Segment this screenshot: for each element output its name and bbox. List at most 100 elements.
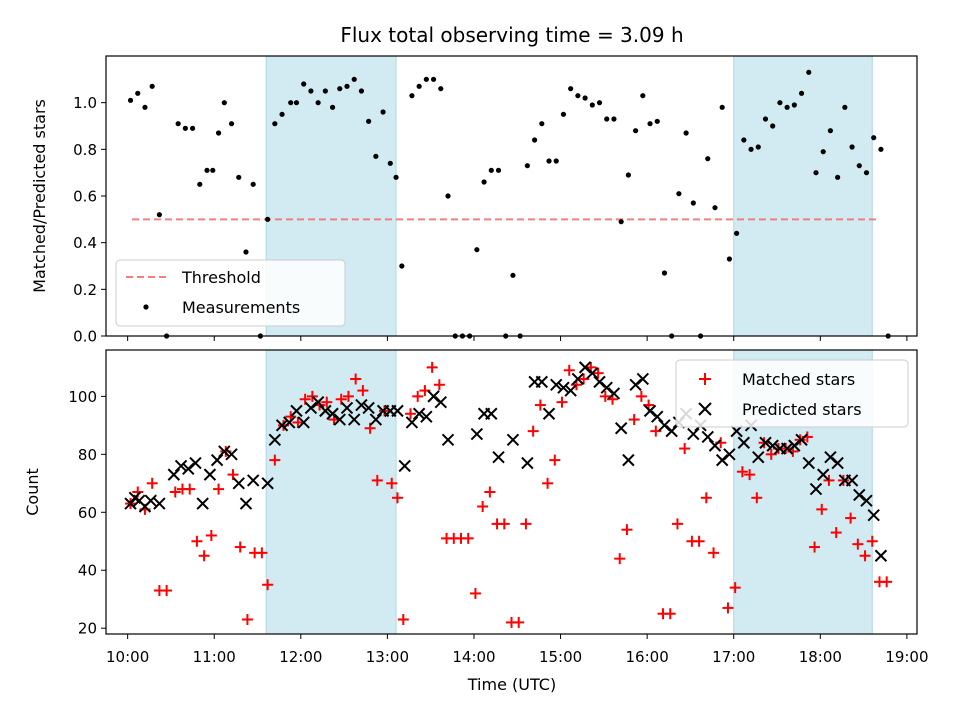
legend-predicted-swatch bbox=[698, 402, 712, 416]
matched-stars-point bbox=[556, 396, 568, 408]
predicted-stars-point bbox=[809, 482, 823, 496]
measurement-point bbox=[387, 160, 393, 166]
measurement-point bbox=[791, 102, 797, 108]
ratio-y-tick-label: 1.0 bbox=[73, 94, 97, 112]
predicted-stars-point bbox=[470, 427, 484, 441]
measurement-point bbox=[575, 93, 581, 99]
measurement-point bbox=[243, 249, 249, 255]
measurement-point bbox=[416, 83, 422, 89]
matched-stars-point bbox=[256, 547, 268, 559]
count-panel: 20 40 60 80 100 10:00 11:00 12:00 13:00 14:00 15:… bbox=[23, 349, 929, 694]
predicted-stars-point bbox=[506, 433, 520, 447]
measurement-point bbox=[553, 158, 559, 164]
predicted-stars-point bbox=[153, 497, 166, 510]
matched-stars-point bbox=[146, 477, 158, 489]
predicted-stars-point bbox=[167, 468, 181, 481]
predicted-stars-point bbox=[420, 410, 433, 423]
measurement-point bbox=[762, 116, 769, 122]
measurement-point bbox=[770, 123, 776, 129]
matched-stars-point bbox=[621, 524, 633, 536]
predicted-stars-point bbox=[283, 416, 296, 429]
matched-stars-point bbox=[433, 379, 445, 391]
measurement-point bbox=[488, 167, 494, 173]
x-axis-label: Time (UTC) bbox=[467, 675, 556, 694]
measurement-point bbox=[351, 76, 357, 82]
matched-stars-point bbox=[198, 550, 210, 562]
predicted-stars-point bbox=[347, 413, 361, 426]
predicted-stars-point bbox=[275, 419, 289, 432]
matched-stars-point bbox=[823, 474, 835, 486]
predicted-stars-point bbox=[268, 433, 282, 447]
matched-stars-point bbox=[426, 361, 438, 373]
matched-stars-point bbox=[866, 535, 878, 547]
measurement-point bbox=[560, 111, 567, 117]
legend-matched-label: Matched stars bbox=[742, 370, 855, 389]
measurement-point bbox=[250, 181, 256, 187]
matched-stars-point bbox=[845, 512, 857, 524]
measurement-point bbox=[539, 121, 545, 127]
predicted-stars-point bbox=[737, 436, 751, 449]
legend-predicted-label: Predicted stars bbox=[742, 400, 862, 419]
predicted-stars-point bbox=[333, 413, 346, 426]
matched-stars-point bbox=[693, 535, 705, 547]
predicted-stars-point bbox=[636, 372, 650, 386]
matched-stars-point bbox=[184, 483, 196, 495]
predicted-stars-point bbox=[405, 416, 419, 429]
ratio-shaded-interval bbox=[733, 55, 873, 337]
predicted-stars-point bbox=[564, 384, 577, 397]
measurement-point bbox=[430, 76, 437, 82]
predicted-stars-point bbox=[290, 404, 303, 418]
predicted-stars-point bbox=[752, 451, 765, 464]
measurement-point bbox=[204, 167, 210, 173]
count-y-tick-label: 100 bbox=[68, 388, 97, 406]
matched-stars-point bbox=[371, 474, 383, 486]
measurement-point bbox=[849, 144, 855, 150]
measurement-point bbox=[445, 193, 451, 199]
predicted-stars-point bbox=[398, 459, 411, 473]
predicted-stars-point bbox=[658, 419, 671, 432]
matched-stars-point bbox=[391, 492, 403, 504]
matched-stars-point bbox=[404, 408, 416, 420]
matched-stars-point bbox=[859, 550, 871, 562]
legend-measurements-swatch bbox=[143, 304, 149, 310]
measurement-point bbox=[409, 93, 415, 99]
matched-stars-point bbox=[205, 529, 217, 541]
predicted-stars-point bbox=[362, 401, 375, 415]
measurement-point bbox=[438, 86, 444, 92]
matched-stars-point bbox=[161, 585, 173, 597]
x-tick-label: 11:00 bbox=[193, 648, 236, 666]
measurement-point bbox=[524, 163, 530, 169]
measurement-point bbox=[683, 130, 689, 136]
measurement-point bbox=[531, 137, 538, 143]
matched-stars-point bbox=[397, 614, 409, 626]
measurement-point bbox=[712, 205, 718, 211]
matched-stars-point bbox=[169, 486, 181, 498]
matched-stars-point bbox=[708, 547, 720, 559]
matched-stars-point bbox=[599, 390, 611, 402]
predicted-stars-point bbox=[174, 459, 188, 473]
predicted-stars-point bbox=[218, 445, 231, 458]
predicted-stars-point bbox=[651, 410, 664, 423]
measurement-point bbox=[423, 76, 429, 82]
measurement-point bbox=[315, 100, 321, 106]
measurement-point bbox=[777, 100, 783, 106]
predicted-stars-point bbox=[853, 488, 866, 502]
measurement-point bbox=[661, 270, 668, 276]
legend-matched-swatch bbox=[699, 373, 711, 385]
ratio-y-axis-label: Matched/Predicted stars bbox=[30, 99, 49, 293]
measurement-point bbox=[481, 179, 487, 185]
measurement-point bbox=[221, 100, 227, 106]
matched-stars-point bbox=[462, 532, 474, 544]
measurement-point bbox=[380, 109, 386, 115]
measurement-point bbox=[510, 272, 516, 278]
matched-stars-point bbox=[837, 474, 849, 486]
predicted-stars-point bbox=[643, 404, 657, 418]
predicted-stars-point bbox=[246, 474, 260, 487]
matched-stars-point bbox=[679, 443, 691, 455]
matched-stars-point bbox=[852, 538, 864, 550]
matched-stars-point bbox=[744, 469, 756, 481]
predicted-stars-point bbox=[723, 448, 736, 461]
matched-stars-point bbox=[628, 414, 640, 426]
predicted-stars-point bbox=[434, 395, 447, 409]
